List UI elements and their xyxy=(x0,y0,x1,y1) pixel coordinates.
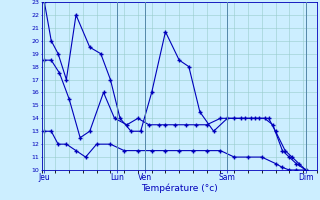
X-axis label: Température (°c): Température (°c) xyxy=(141,184,218,193)
